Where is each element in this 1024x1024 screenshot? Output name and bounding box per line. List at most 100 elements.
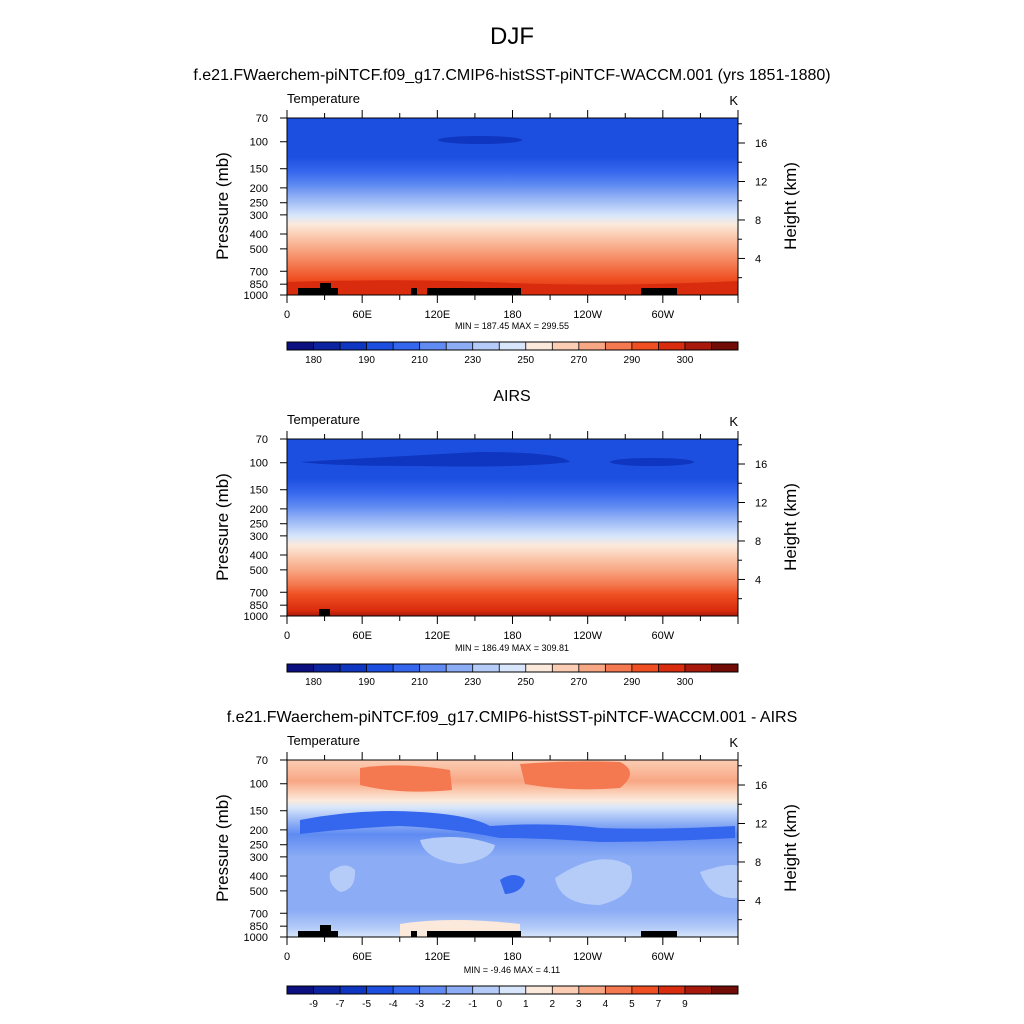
colorbar-label: 250 bbox=[517, 677, 534, 688]
y-tick-label: 100 bbox=[250, 458, 268, 470]
colorbar-swatch bbox=[313, 664, 341, 672]
colorbar-swatch bbox=[499, 986, 527, 994]
field-background-1 bbox=[287, 118, 738, 295]
y-right-tick-label: 4 bbox=[755, 895, 761, 907]
colorbar-swatch bbox=[446, 664, 474, 672]
stats-1: MIN = 187.45 MAX = 299.55 bbox=[455, 321, 569, 331]
y-tick-label: 200 bbox=[250, 504, 268, 516]
y-tick-label: 1000 bbox=[244, 290, 268, 302]
x-tick-label: 120E bbox=[424, 630, 450, 642]
colorbar-swatch bbox=[340, 342, 367, 350]
ylabel-1: Pressure (mb) bbox=[213, 152, 232, 260]
y-tick-label: 700 bbox=[250, 587, 268, 599]
colorbar-swatch bbox=[472, 342, 500, 350]
cold-patch-3e bbox=[500, 875, 525, 894]
colorbar-swatch bbox=[605, 342, 633, 350]
figure-title: DJF bbox=[490, 23, 534, 50]
colorbar-label: 210 bbox=[411, 677, 428, 688]
y-tick-label: 500 bbox=[250, 886, 268, 898]
y-right-tick-label: 8 bbox=[755, 857, 761, 869]
colorbar-label: -7 bbox=[336, 999, 345, 1010]
panel-1: 0 60E 120E 180 120W 60W7010015020025030040050… bbox=[213, 91, 800, 366]
colorbar-label: 5 bbox=[629, 999, 635, 1010]
y-tick-label: 150 bbox=[250, 806, 268, 818]
colorbar-label: -3 bbox=[415, 999, 424, 1010]
colorbar-label: -1 bbox=[468, 999, 477, 1010]
colorbar-swatch bbox=[605, 986, 633, 994]
light-patch-3c bbox=[700, 864, 738, 899]
y-tick-label: 150 bbox=[250, 485, 268, 497]
ylabel-right-3: Height (km) bbox=[781, 804, 800, 892]
colorbar-label: 300 bbox=[677, 355, 694, 366]
colorbar-swatch bbox=[313, 342, 341, 350]
colorbar-label: -2 bbox=[442, 999, 451, 1010]
colorbar-swatch bbox=[446, 986, 474, 994]
colorbar-swatch bbox=[552, 664, 580, 672]
y-tick-label: 850 bbox=[250, 600, 268, 612]
colorbar-label: 1 bbox=[523, 999, 529, 1010]
x-tick-label: 60W bbox=[652, 309, 675, 321]
topography-mask-2 bbox=[319, 609, 330, 616]
field-background-2 bbox=[287, 439, 738, 616]
y-right-tick-label: 8 bbox=[755, 536, 761, 548]
panel-title-1: f.e21.FWaerchem-piNTCF.f09_g17.CMIP6-his… bbox=[193, 67, 830, 84]
contour-field-3 bbox=[287, 760, 738, 937]
x-tick-label: 60E bbox=[352, 630, 372, 642]
colorbar-swatch bbox=[684, 986, 712, 994]
units-label-2: K bbox=[729, 414, 738, 429]
colorbar-swatch bbox=[393, 664, 420, 672]
colorbar-swatch bbox=[525, 664, 553, 672]
colorbar-swatch bbox=[578, 342, 606, 350]
colorbar-label: -5 bbox=[362, 999, 371, 1010]
x-tick-label: 120W bbox=[573, 951, 602, 963]
y-tick-label: 70 bbox=[256, 434, 268, 446]
colorbar-label: 9 bbox=[682, 999, 688, 1010]
y-tick-label: 300 bbox=[250, 531, 268, 543]
colorbar-swatch bbox=[578, 664, 606, 672]
y-tick-label: 850 bbox=[250, 279, 268, 291]
y-tick-label: 250 bbox=[250, 840, 268, 852]
colorbar-swatch bbox=[287, 664, 314, 672]
panel-2: 0 60E 120E 180 120W 60W7010015020025030040050… bbox=[213, 412, 800, 688]
x-tick-label: 120W bbox=[573, 309, 602, 321]
cold-core-2a bbox=[300, 452, 570, 467]
colorbar-swatch bbox=[578, 986, 606, 994]
colorbar-swatch bbox=[552, 986, 580, 994]
colorbar-swatch bbox=[366, 342, 394, 350]
y-tick-label: 70 bbox=[256, 113, 268, 125]
x-tick-label: 120W bbox=[573, 630, 602, 642]
y-tick-label: 70 bbox=[256, 755, 268, 767]
panel-title-2: AIRS bbox=[493, 388, 530, 405]
x-tick-label: 180 bbox=[503, 630, 521, 642]
y-tick-label: 100 bbox=[250, 137, 268, 149]
y-tick-label: 1000 bbox=[244, 611, 268, 623]
colorbar-swatch bbox=[552, 342, 580, 350]
colorbar-swatch bbox=[525, 986, 553, 994]
colorbar-label: 270 bbox=[570, 677, 587, 688]
cold-band-3 bbox=[300, 811, 735, 842]
variable-label-3: Temperature bbox=[287, 733, 360, 748]
x-tick-label: 60E bbox=[352, 309, 372, 321]
y-tick-label: 700 bbox=[250, 266, 268, 278]
y-tick-label: 400 bbox=[250, 550, 268, 562]
y-right-tick-label: 4 bbox=[755, 574, 761, 586]
colorbar-label: -9 bbox=[309, 999, 318, 1010]
colorbar-swatch bbox=[287, 342, 314, 350]
x-tick-label: 180 bbox=[503, 951, 521, 963]
y-tick-label: 500 bbox=[250, 565, 268, 577]
colorbar-swatch bbox=[472, 986, 500, 994]
colorbar-label: 230 bbox=[464, 677, 481, 688]
colorbar-2: 180 190 210 230 250 270 290 300 bbox=[286, 663, 739, 688]
y-right-tick-label: 8 bbox=[755, 215, 761, 227]
y-tick-label: 300 bbox=[250, 210, 268, 222]
x-tick-label: 0 bbox=[284, 951, 290, 963]
colorbar-swatch bbox=[313, 986, 341, 994]
colorbar-swatch bbox=[419, 342, 447, 350]
colorbar-swatch bbox=[631, 342, 659, 350]
field-background-3 bbox=[287, 760, 738, 937]
y-right-tick-label: 12 bbox=[755, 818, 767, 830]
ylabel-2: Pressure (mb) bbox=[213, 473, 232, 581]
x-tick-label: 180 bbox=[503, 309, 521, 321]
